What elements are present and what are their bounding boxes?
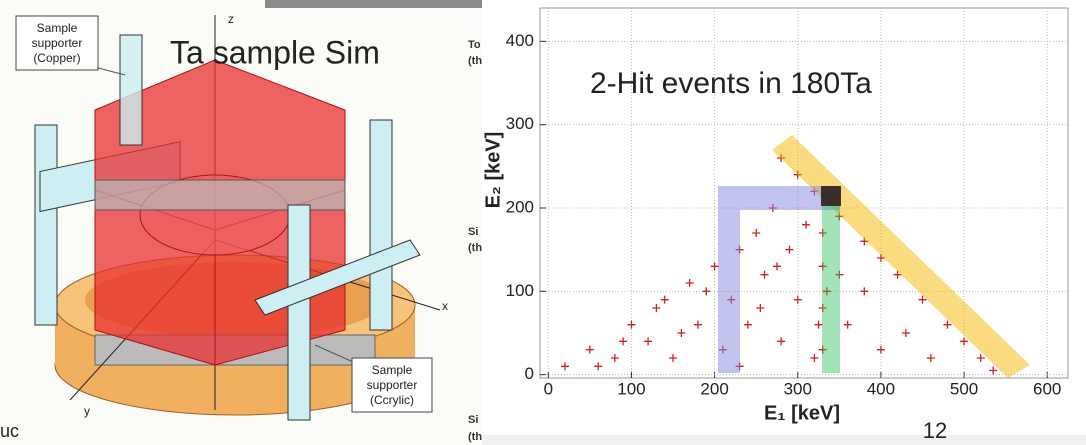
cropped-text: (th <box>468 55 482 67</box>
cropped-text: To <box>468 39 481 51</box>
callout-label: supporter <box>32 36 83 50</box>
x-tick-label: 500 <box>950 379 978 398</box>
panel-shadow <box>482 435 1086 445</box>
x-tick-label: 100 <box>617 379 645 398</box>
axis-label: x <box>442 299 448 313</box>
y-tick-label: 200 <box>506 197 534 216</box>
y-tick-label: 100 <box>506 281 534 300</box>
y-tick-label: 300 <box>506 114 534 133</box>
callout-label: supporter <box>367 378 418 392</box>
y-tick-label: 400 <box>506 31 534 50</box>
chart-title: 2-Hit events in 180Ta <box>590 67 872 100</box>
y-axis-title: E₂ [keV] <box>482 132 504 209</box>
x-tick-label: 300 <box>784 379 812 398</box>
cropped-text: Si <box>468 226 478 238</box>
cropped-text: uc <box>0 421 19 441</box>
x-tick-label: 0 <box>544 379 553 398</box>
callout-label: (Copper) <box>33 51 80 65</box>
cropped-text: (th <box>468 431 482 443</box>
cropped-text: Si <box>468 414 478 426</box>
axis-label: y <box>84 404 90 418</box>
slide: Ta sample Sim z x y Sample supporter (Co… <box>0 0 1086 445</box>
callout-label: (Ccrylic) <box>370 393 414 407</box>
axis-label: z <box>228 12 234 26</box>
callout-label: Sample <box>372 363 413 377</box>
x-axis-title: E₁ [keV] <box>764 402 840 424</box>
x-tick-label: 200 <box>700 379 728 398</box>
callout-label: Sample <box>37 21 78 35</box>
x-tick-label: 600 <box>1033 379 1061 398</box>
diagram-title: Ta sample Sim <box>170 34 380 70</box>
x-tick-label: 400 <box>867 379 895 398</box>
page: Ta sample Sim z x y Sample supporter (Co… <box>0 0 1086 445</box>
cropped-text: (th <box>468 242 482 254</box>
y-tick-label: 0 <box>525 364 534 383</box>
page-number: 12 <box>923 418 947 443</box>
